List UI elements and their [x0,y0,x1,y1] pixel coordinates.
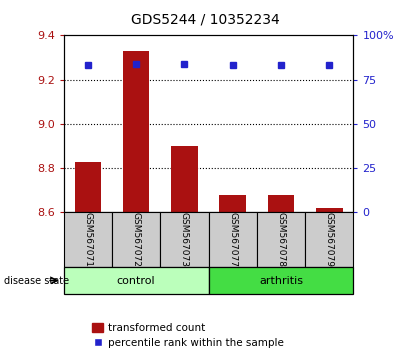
Legend: transformed count, percentile rank within the sample: transformed count, percentile rank withi… [92,323,284,348]
Bar [316,208,343,212]
Bar [305,212,353,267]
Bar [123,51,150,212]
Text: control: control [117,275,155,286]
Text: GSM567072: GSM567072 [132,212,141,267]
Text: GSM567071: GSM567071 [83,212,92,267]
Text: disease state: disease state [4,275,69,286]
Bar [64,267,208,294]
Bar [171,146,198,212]
Text: GSM567078: GSM567078 [277,212,286,267]
Text: GSM567077: GSM567077 [228,212,237,267]
Bar [160,212,209,267]
Text: GSM567073: GSM567073 [180,212,189,267]
Bar [268,195,294,212]
Text: arthritis: arthritis [259,275,303,286]
Text: GDS5244 / 10352234: GDS5244 / 10352234 [131,12,280,27]
Bar [112,212,160,267]
Bar [209,212,257,267]
Bar [209,267,353,294]
Bar [74,161,101,212]
Bar [257,212,305,267]
Text: GSM567079: GSM567079 [325,212,334,267]
Bar [219,195,246,212]
Bar [64,212,112,267]
